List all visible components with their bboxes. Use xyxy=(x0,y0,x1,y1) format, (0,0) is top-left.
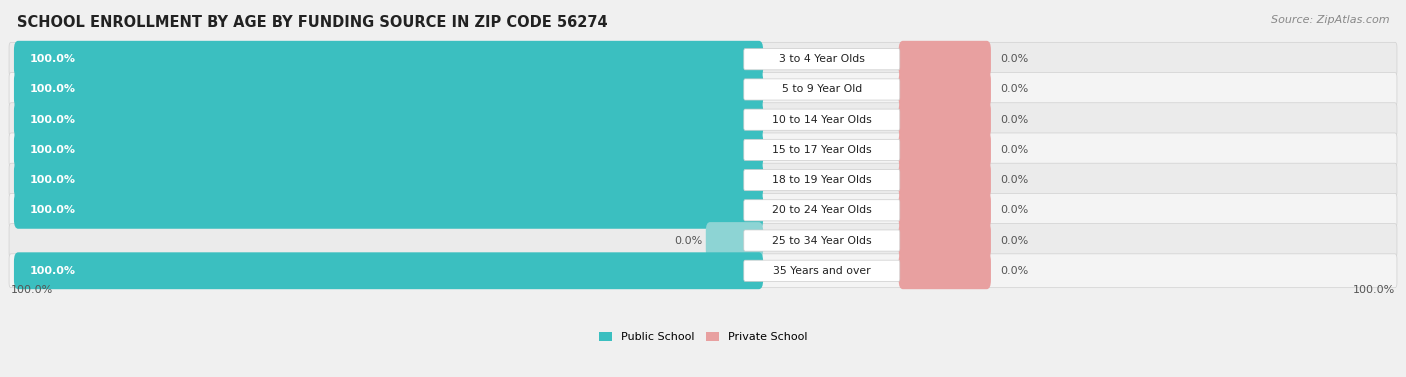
FancyBboxPatch shape xyxy=(706,222,763,259)
FancyBboxPatch shape xyxy=(744,79,900,100)
FancyBboxPatch shape xyxy=(8,42,1398,76)
Text: 5 to 9 Year Old: 5 to 9 Year Old xyxy=(782,84,862,95)
FancyBboxPatch shape xyxy=(14,101,763,138)
Text: 0.0%: 0.0% xyxy=(1001,236,1029,245)
FancyBboxPatch shape xyxy=(14,192,763,229)
FancyBboxPatch shape xyxy=(14,71,763,108)
FancyBboxPatch shape xyxy=(8,224,1398,257)
Text: 10 to 14 Year Olds: 10 to 14 Year Olds xyxy=(772,115,872,125)
FancyBboxPatch shape xyxy=(8,133,1398,167)
Text: 100.0%: 100.0% xyxy=(30,266,76,276)
Text: 35 Years and over: 35 Years and over xyxy=(773,266,870,276)
Text: 0.0%: 0.0% xyxy=(1001,145,1029,155)
FancyBboxPatch shape xyxy=(744,260,900,281)
Text: 100.0%: 100.0% xyxy=(30,54,76,64)
FancyBboxPatch shape xyxy=(8,163,1398,197)
Text: 0.0%: 0.0% xyxy=(1001,266,1029,276)
Text: 0.0%: 0.0% xyxy=(1001,115,1029,125)
Text: 25 to 34 Year Olds: 25 to 34 Year Olds xyxy=(772,236,872,245)
FancyBboxPatch shape xyxy=(14,132,763,168)
Text: 0.0%: 0.0% xyxy=(1001,54,1029,64)
Text: 0.0%: 0.0% xyxy=(1001,84,1029,95)
Text: 20 to 24 Year Olds: 20 to 24 Year Olds xyxy=(772,205,872,215)
Text: 100.0%: 100.0% xyxy=(30,115,76,125)
FancyBboxPatch shape xyxy=(898,71,991,108)
FancyBboxPatch shape xyxy=(898,252,991,289)
FancyBboxPatch shape xyxy=(14,252,763,289)
Text: 100.0%: 100.0% xyxy=(11,285,53,296)
Text: 3 to 4 Year Olds: 3 to 4 Year Olds xyxy=(779,54,865,64)
FancyBboxPatch shape xyxy=(744,170,900,191)
FancyBboxPatch shape xyxy=(8,103,1398,136)
FancyBboxPatch shape xyxy=(898,101,991,138)
Text: SCHOOL ENROLLMENT BY AGE BY FUNDING SOURCE IN ZIP CODE 56274: SCHOOL ENROLLMENT BY AGE BY FUNDING SOUR… xyxy=(17,15,607,30)
FancyBboxPatch shape xyxy=(744,49,900,70)
Legend: Public School, Private School: Public School, Private School xyxy=(599,332,807,342)
Text: 0.0%: 0.0% xyxy=(1001,205,1029,215)
FancyBboxPatch shape xyxy=(744,109,900,130)
FancyBboxPatch shape xyxy=(8,193,1398,227)
FancyBboxPatch shape xyxy=(14,41,763,78)
FancyBboxPatch shape xyxy=(744,200,900,221)
Text: 100.0%: 100.0% xyxy=(1353,285,1395,296)
FancyBboxPatch shape xyxy=(8,72,1398,106)
Text: 100.0%: 100.0% xyxy=(30,145,76,155)
Text: 0.0%: 0.0% xyxy=(1001,175,1029,185)
Text: 100.0%: 100.0% xyxy=(30,205,76,215)
FancyBboxPatch shape xyxy=(898,192,991,229)
FancyBboxPatch shape xyxy=(898,132,991,168)
FancyBboxPatch shape xyxy=(898,41,991,78)
Text: 15 to 17 Year Olds: 15 to 17 Year Olds xyxy=(772,145,872,155)
Text: 18 to 19 Year Olds: 18 to 19 Year Olds xyxy=(772,175,872,185)
FancyBboxPatch shape xyxy=(8,254,1398,288)
Text: 100.0%: 100.0% xyxy=(30,84,76,95)
Text: 0.0%: 0.0% xyxy=(675,236,703,245)
FancyBboxPatch shape xyxy=(898,222,991,259)
FancyBboxPatch shape xyxy=(14,162,763,199)
FancyBboxPatch shape xyxy=(898,162,991,199)
Text: 100.0%: 100.0% xyxy=(30,175,76,185)
FancyBboxPatch shape xyxy=(744,230,900,251)
Text: Source: ZipAtlas.com: Source: ZipAtlas.com xyxy=(1271,15,1389,25)
FancyBboxPatch shape xyxy=(744,139,900,161)
